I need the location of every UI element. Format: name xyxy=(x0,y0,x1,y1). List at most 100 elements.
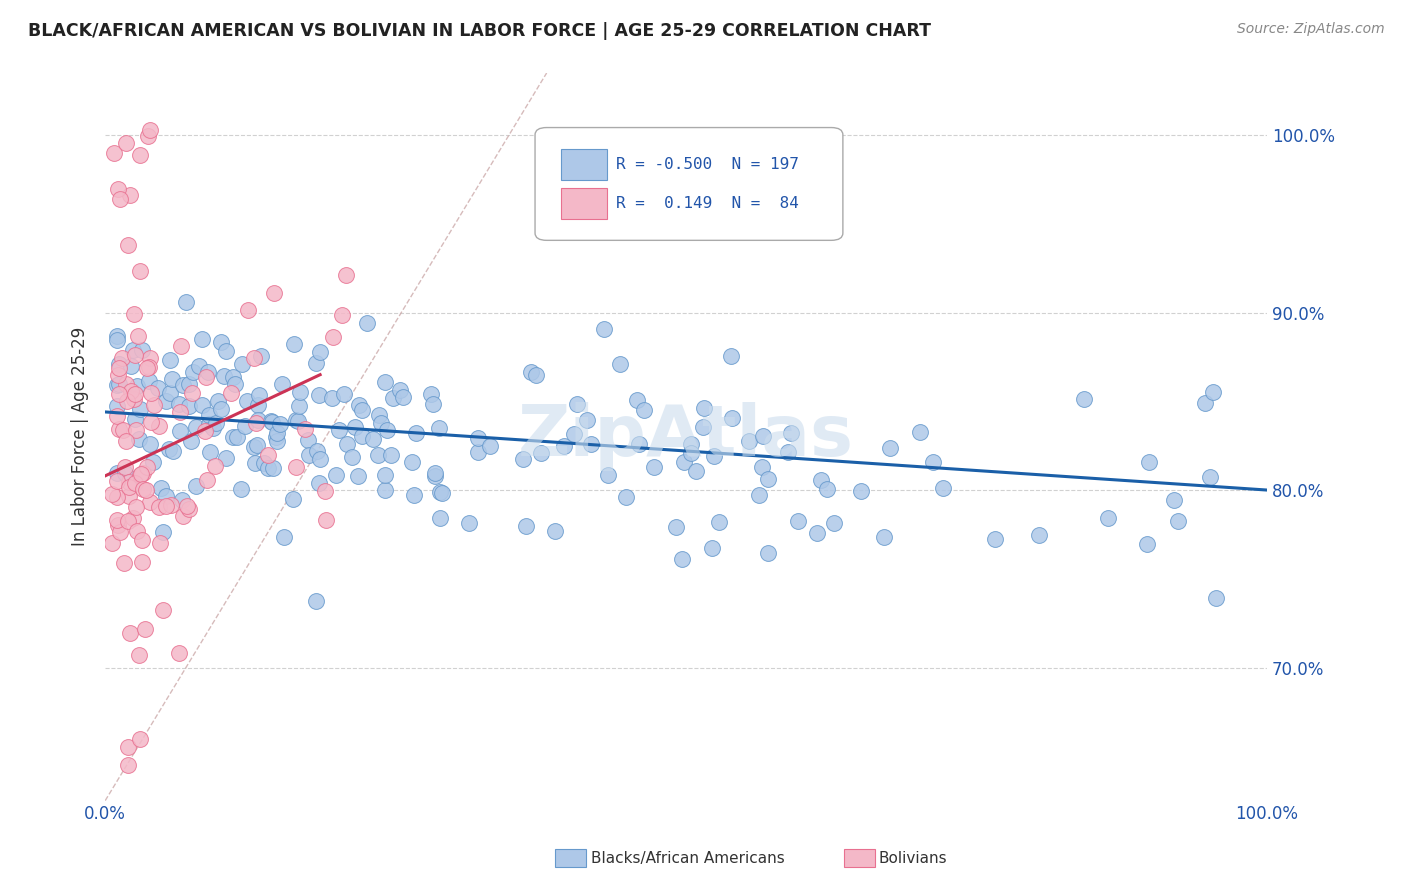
Point xyxy=(266,426,288,441)
Point xyxy=(422,396,444,410)
Point xyxy=(108,193,131,207)
Point xyxy=(170,492,193,507)
Point xyxy=(391,390,413,404)
Point xyxy=(142,455,165,469)
Point xyxy=(420,386,443,401)
Point xyxy=(162,443,184,458)
Point xyxy=(692,420,714,434)
Point xyxy=(124,500,146,514)
Point xyxy=(105,474,128,488)
Point xyxy=(120,625,142,640)
Point xyxy=(150,482,173,496)
Point xyxy=(160,372,183,386)
Point xyxy=(114,467,136,481)
Point xyxy=(124,348,146,362)
Point xyxy=(117,238,139,252)
Point xyxy=(643,460,665,475)
Text: Blacks/African Americans: Blacks/African Americans xyxy=(591,851,785,865)
Point xyxy=(201,421,224,435)
Point xyxy=(260,415,283,429)
Point xyxy=(429,511,451,525)
Text: R = -0.500  N = 197: R = -0.500 N = 197 xyxy=(616,157,799,172)
Point xyxy=(273,530,295,544)
Point xyxy=(207,393,229,408)
Point xyxy=(221,369,243,384)
Point xyxy=(169,397,191,411)
Point xyxy=(294,422,316,436)
Point xyxy=(231,357,253,371)
Point xyxy=(209,334,232,349)
Point xyxy=(575,412,598,426)
Point xyxy=(129,731,152,746)
Point xyxy=(188,359,211,373)
Point xyxy=(181,365,204,379)
Point xyxy=(246,438,269,452)
Point xyxy=(174,295,197,310)
Point xyxy=(908,425,931,440)
Point xyxy=(118,480,141,494)
Point xyxy=(148,500,170,514)
Point xyxy=(117,758,139,772)
Point xyxy=(120,359,142,374)
Point xyxy=(609,357,631,371)
Point xyxy=(297,433,319,447)
Point xyxy=(922,455,945,469)
Point xyxy=(367,448,389,462)
Point xyxy=(1163,493,1185,508)
Point xyxy=(264,429,287,443)
Point xyxy=(356,316,378,330)
Point xyxy=(530,446,553,460)
Point xyxy=(707,516,730,530)
Point xyxy=(131,555,153,569)
Point xyxy=(250,349,273,363)
Point xyxy=(169,424,191,438)
Point xyxy=(738,434,761,448)
Point xyxy=(155,393,177,408)
Point xyxy=(806,526,828,541)
Point xyxy=(135,483,157,498)
Point xyxy=(257,448,280,462)
Y-axis label: In Labor Force | Age 25-29: In Labor Force | Age 25-29 xyxy=(72,327,89,547)
Point xyxy=(108,361,131,376)
Point xyxy=(180,386,202,401)
Point xyxy=(524,368,547,383)
Point xyxy=(758,546,780,560)
Point xyxy=(1073,392,1095,407)
Point xyxy=(125,424,148,438)
Point xyxy=(127,328,149,343)
Text: ZipAtlas: ZipAtlas xyxy=(517,402,853,471)
Point xyxy=(321,391,343,405)
Point xyxy=(105,399,128,413)
Point xyxy=(172,378,194,392)
Point xyxy=(132,467,155,481)
Point xyxy=(110,351,132,366)
Point xyxy=(236,303,259,318)
Text: Bolivians: Bolivians xyxy=(879,851,948,865)
Point xyxy=(401,455,423,469)
Point xyxy=(679,436,702,450)
Point xyxy=(340,450,363,464)
Point xyxy=(305,356,328,370)
Point xyxy=(139,437,162,451)
Point xyxy=(374,375,396,389)
Point xyxy=(236,393,259,408)
Point xyxy=(553,439,575,453)
Point xyxy=(184,420,207,434)
Point xyxy=(382,391,405,405)
Point xyxy=(139,122,162,136)
Point xyxy=(932,481,955,495)
Point xyxy=(352,429,374,443)
Point xyxy=(105,466,128,480)
Point xyxy=(134,622,156,636)
Point xyxy=(191,332,214,346)
Point xyxy=(247,413,270,427)
Point xyxy=(628,437,651,451)
Point xyxy=(118,490,141,504)
Point xyxy=(328,424,350,438)
Point xyxy=(325,468,347,483)
Point xyxy=(283,337,305,351)
Point xyxy=(194,424,217,438)
FancyBboxPatch shape xyxy=(536,128,842,240)
Point xyxy=(347,398,370,412)
Point xyxy=(314,484,336,499)
